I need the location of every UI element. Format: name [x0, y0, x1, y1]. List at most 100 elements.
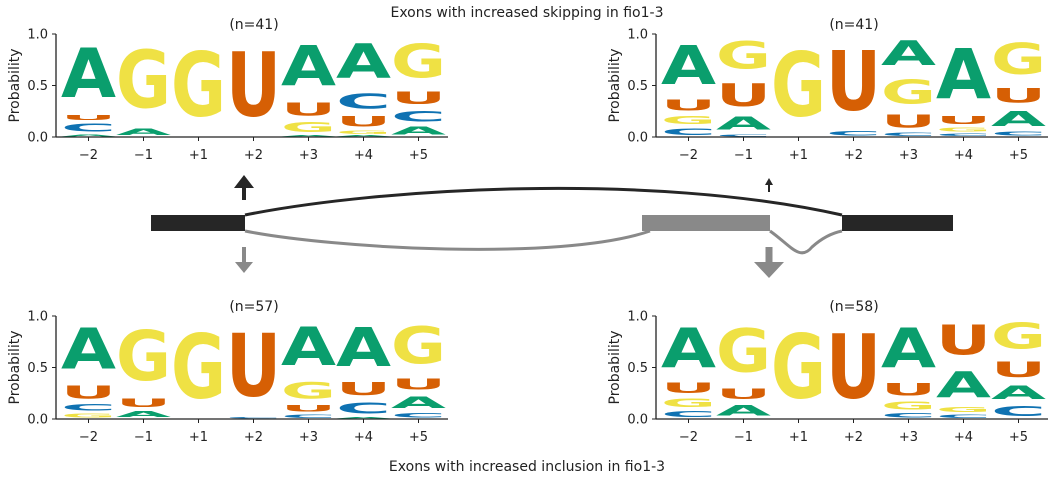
y-tick-label: 1.0 [27, 28, 48, 43]
logo-letter-A: A [281, 35, 336, 99]
x-tick-label: −1 [734, 148, 753, 163]
logo-letter-G: G [171, 317, 226, 419]
logo-letter-G: G [771, 35, 826, 137]
sample-count-label: (n=41) [229, 17, 278, 33]
up-arrow-large-icon [234, 175, 254, 200]
logo-letter-U: U [936, 317, 991, 365]
upstream-exon [151, 215, 245, 231]
x-tick-label: +3 [899, 148, 918, 163]
logo-letter-U: U [716, 386, 771, 402]
y-axis-label: Probability [7, 330, 23, 404]
logo-letter-G: G [771, 317, 826, 419]
logo-letter-A: A [336, 417, 391, 419]
x-tick-label: +2 [844, 148, 863, 163]
logo-letter-C: C [881, 132, 936, 137]
y-tick-label: 0.0 [627, 131, 648, 146]
skipping-junction-arc [244, 186, 843, 217]
x-tick-label: +2 [244, 430, 263, 445]
x-tick-label: +3 [899, 430, 918, 445]
logo-letter-U: U [991, 85, 1046, 108]
x-tick-label: +3 [299, 430, 318, 445]
x-tick-label: +3 [299, 148, 318, 163]
y-tick-label: 1.0 [627, 310, 648, 325]
logo-letter-A: A [936, 365, 992, 406]
logo-letter-U: U [716, 78, 771, 114]
logo-letter-U: U [226, 34, 281, 137]
logo-letter-U: U [391, 89, 446, 109]
logo-letter-U: U [661, 97, 716, 115]
logo-letter-U: U [116, 397, 171, 410]
logo-letter-G: G [936, 406, 991, 414]
inclusion-junction-arc-downstream [769, 229, 843, 255]
x-tick-label: +1 [789, 430, 808, 445]
x-tick-label: −1 [134, 148, 153, 163]
x-tick-label: +2 [844, 430, 863, 445]
y-axis-label: Probability [607, 48, 623, 122]
logo-letter-U: U [391, 376, 446, 394]
y-axis-label: Probability [607, 330, 623, 404]
sample-count-label: (n=41) [829, 17, 878, 33]
x-tick-label: +5 [409, 148, 428, 163]
logo-letter-C: C [391, 412, 446, 419]
logo-letter-C: C [716, 134, 771, 137]
x-tick-label: −2 [679, 430, 698, 445]
logo-letter-G: G [391, 34, 446, 89]
y-axis-label: Probability [7, 48, 23, 122]
logo-letter-U: U [336, 113, 391, 129]
logo-letter-C: C [936, 414, 991, 419]
downstream-exon [842, 215, 953, 231]
logo-letter-G: G [936, 127, 991, 133]
logo-letter-U: U [881, 111, 936, 132]
y-tick-label: 0.0 [27, 413, 48, 428]
logo-letter-C: C [991, 131, 1046, 137]
y-tick-label: 0.5 [627, 361, 648, 376]
logo-letter-A: A [281, 316, 337, 378]
logo-letter-A: A [281, 135, 336, 137]
logo-letter-U: U [936, 115, 991, 127]
logo-letter-U: U [826, 34, 881, 130]
x-tick-label: −2 [79, 148, 98, 163]
y-tick-label: 1.0 [27, 310, 48, 325]
x-tick-label: +4 [354, 148, 373, 163]
logo-letter-A: A [661, 316, 716, 380]
logo-letter-A: A [116, 127, 171, 137]
logo-letter-U: U [281, 404, 336, 414]
x-tick-label: −1 [734, 430, 753, 445]
inclusion-junction-arc-upstream [244, 229, 651, 251]
logo-letter-G: G [336, 130, 391, 135]
logo-letter-C: C [336, 90, 391, 114]
x-tick-label: +1 [189, 148, 208, 163]
down-arrow-large-icon [754, 247, 784, 278]
logo-letter-C: C [61, 122, 116, 134]
logo-letter-G: G [991, 35, 1046, 85]
y-tick-label: 0.5 [627, 79, 648, 94]
logo-letter-G: G [661, 397, 716, 410]
x-tick-label: −2 [679, 148, 698, 163]
logo-letter-C: C [336, 400, 391, 417]
logo-letter-C: C [226, 417, 281, 419]
logo-letter-A: A [336, 35, 391, 90]
y-tick-label: 0.5 [27, 79, 48, 94]
logo-letter-U: U [991, 357, 1046, 382]
splicing-diagram [151, 175, 953, 278]
x-tick-label: +4 [954, 430, 973, 445]
logo-letter-C: C [826, 130, 881, 137]
y-tick-label: 0.5 [27, 361, 48, 376]
logo-letter-C: C [661, 410, 716, 419]
logo-letter-G: G [61, 413, 116, 419]
sample-count-label: (n=57) [229, 299, 278, 315]
y-tick-label: 1.0 [627, 28, 648, 43]
logo-letter-C: C [991, 404, 1046, 419]
logo-letter-G: G [116, 316, 171, 396]
x-tick-label: +1 [189, 430, 208, 445]
logo-letter-G: G [171, 35, 226, 137]
logo-letter-A: A [716, 403, 771, 419]
logo-letter-G: G [881, 74, 936, 112]
logo-letter-U: U [226, 317, 281, 417]
logo-letter-A: A [116, 410, 171, 419]
logo-letter-G: G [391, 317, 446, 376]
